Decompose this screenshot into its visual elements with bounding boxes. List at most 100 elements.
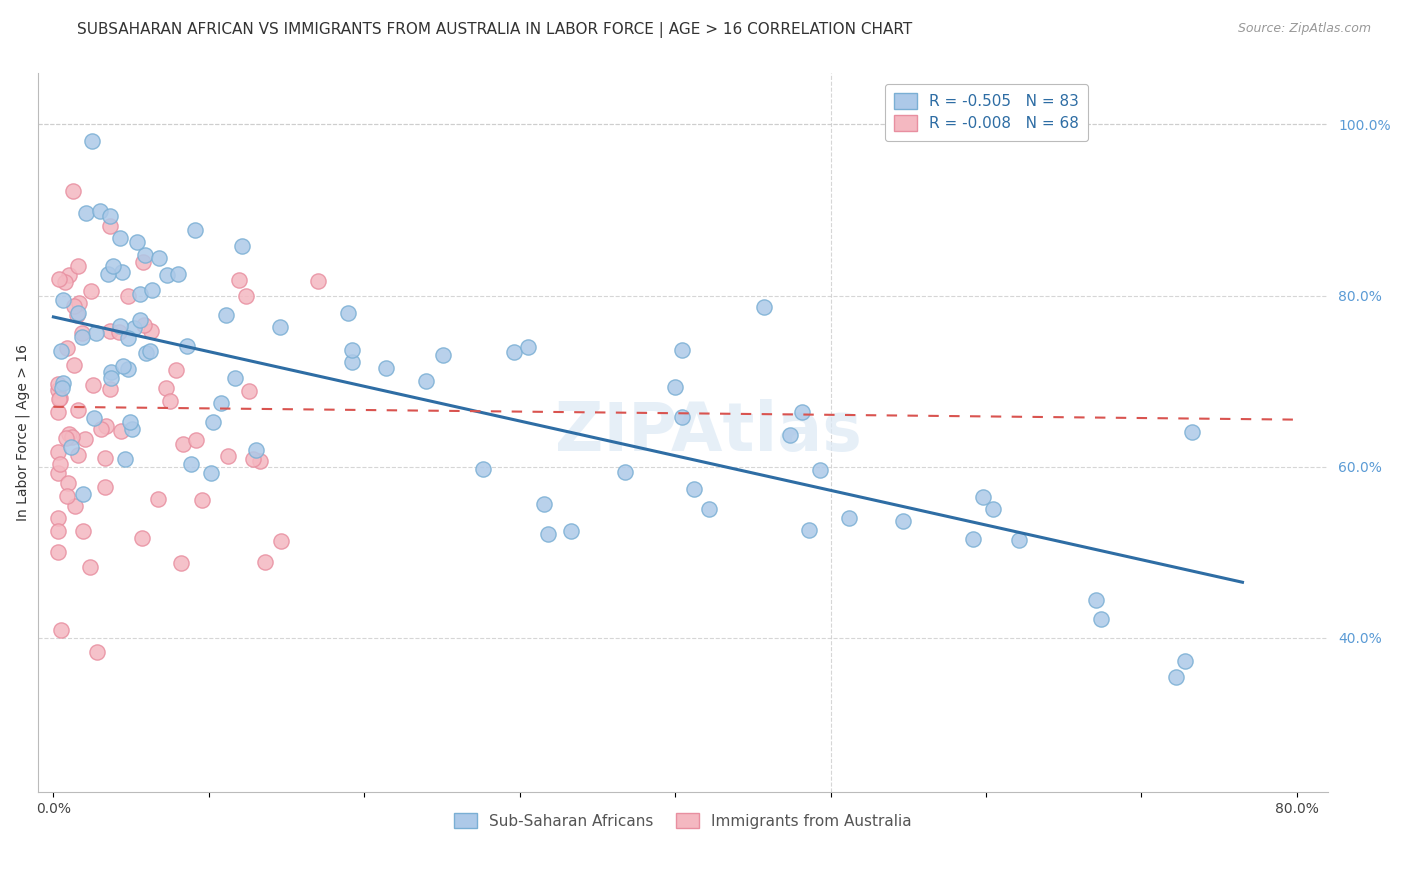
Point (375, 361, 398, 376)
Point (114, 451, 136, 466)
Point (49, 624, 72, 638)
Point (269, 320, 291, 334)
Point (46, 524, 69, 538)
Point (209, 396, 232, 410)
Point (671, 409, 693, 424)
Point (172, 437, 194, 451)
Point (342, 343, 364, 357)
Point (215, 308, 238, 322)
Point (981, 502, 1004, 516)
Point (98, 383, 121, 397)
Point (779, 428, 801, 442)
Point (79, 560, 101, 574)
Point (55, 341, 77, 355)
Point (46, 383, 69, 397)
Point (797, 523, 820, 537)
Point (111, 265, 134, 279)
Point (62, 359, 84, 373)
Point (108, 318, 131, 333)
Point (200, 467, 222, 481)
Point (63, 299, 86, 313)
Point (683, 482, 706, 496)
Point (139, 324, 162, 338)
Text: ZIPAtlas: ZIPAtlas (555, 400, 862, 466)
Point (55, 431, 77, 445)
Point (128, 287, 150, 301)
Point (141, 283, 163, 297)
Point (245, 443, 267, 458)
Point (962, 532, 984, 546)
Point (238, 384, 260, 398)
Point (170, 557, 193, 571)
Point (89, 203, 111, 218)
Point (70, 326, 93, 341)
Y-axis label: In Labor Force | Age > 16: In Labor Force | Age > 16 (15, 344, 30, 521)
Point (184, 223, 207, 237)
Point (117, 362, 139, 376)
Point (75, 206, 97, 220)
Point (96, 267, 118, 281)
Point (66, 403, 89, 417)
Point (156, 268, 179, 282)
Point (51, 381, 73, 395)
Point (108, 231, 131, 245)
Point (790, 405, 813, 419)
Point (60, 430, 83, 444)
Point (671, 343, 693, 358)
Point (135, 346, 157, 360)
Point (67, 259, 90, 273)
Point (1166, 670, 1188, 684)
Point (1084, 592, 1107, 607)
Point (48, 392, 70, 406)
Point (159, 394, 181, 409)
Point (67, 306, 90, 320)
Point (336, 306, 359, 320)
Point (838, 511, 860, 525)
Point (49, 457, 72, 471)
Point (307, 274, 329, 288)
Point (118, 415, 141, 429)
Point (110, 424, 132, 438)
Point (127, 235, 149, 249)
Point (70, 330, 93, 344)
Point (101, 259, 124, 273)
Point (1090, 612, 1112, 626)
Point (128, 313, 150, 327)
Point (100, 371, 122, 385)
Point (165, 363, 187, 377)
Point (63, 500, 86, 514)
Point (73, 433, 96, 447)
Point (82, 377, 104, 392)
Point (754, 301, 776, 315)
Legend: Sub-Saharan Africans, Immigrants from Australia: Sub-Saharan Africans, Immigrants from Au… (447, 806, 918, 835)
Point (66, 309, 89, 323)
Point (60, 440, 83, 454)
Point (235, 289, 257, 303)
Point (415, 374, 437, 388)
Point (58, 268, 80, 282)
Point (58, 427, 80, 442)
Point (1181, 425, 1204, 439)
Point (340, 355, 363, 369)
Text: SUBSAHARAN AFRICAN VS IMMIGRANTS FROM AUSTRALIA IN LABOR FORCE | AGE > 16 CORREL: SUBSAHARAN AFRICAN VS IMMIGRANTS FROM AU… (77, 22, 912, 38)
Point (253, 555, 276, 569)
Point (228, 273, 250, 287)
Point (52, 376, 75, 390)
Point (117, 289, 139, 303)
Point (242, 452, 264, 467)
Point (117, 331, 139, 345)
Point (46, 467, 69, 481)
Point (98, 324, 121, 338)
Point (53, 275, 76, 289)
Point (472, 462, 495, 476)
Point (533, 497, 555, 511)
Point (72, 524, 94, 538)
Point (138, 344, 160, 359)
Point (98, 209, 121, 223)
Point (132, 254, 155, 268)
Point (66, 448, 89, 462)
Point (560, 524, 582, 539)
Point (432, 348, 454, 362)
Point (176, 339, 198, 353)
Point (93, 480, 115, 494)
